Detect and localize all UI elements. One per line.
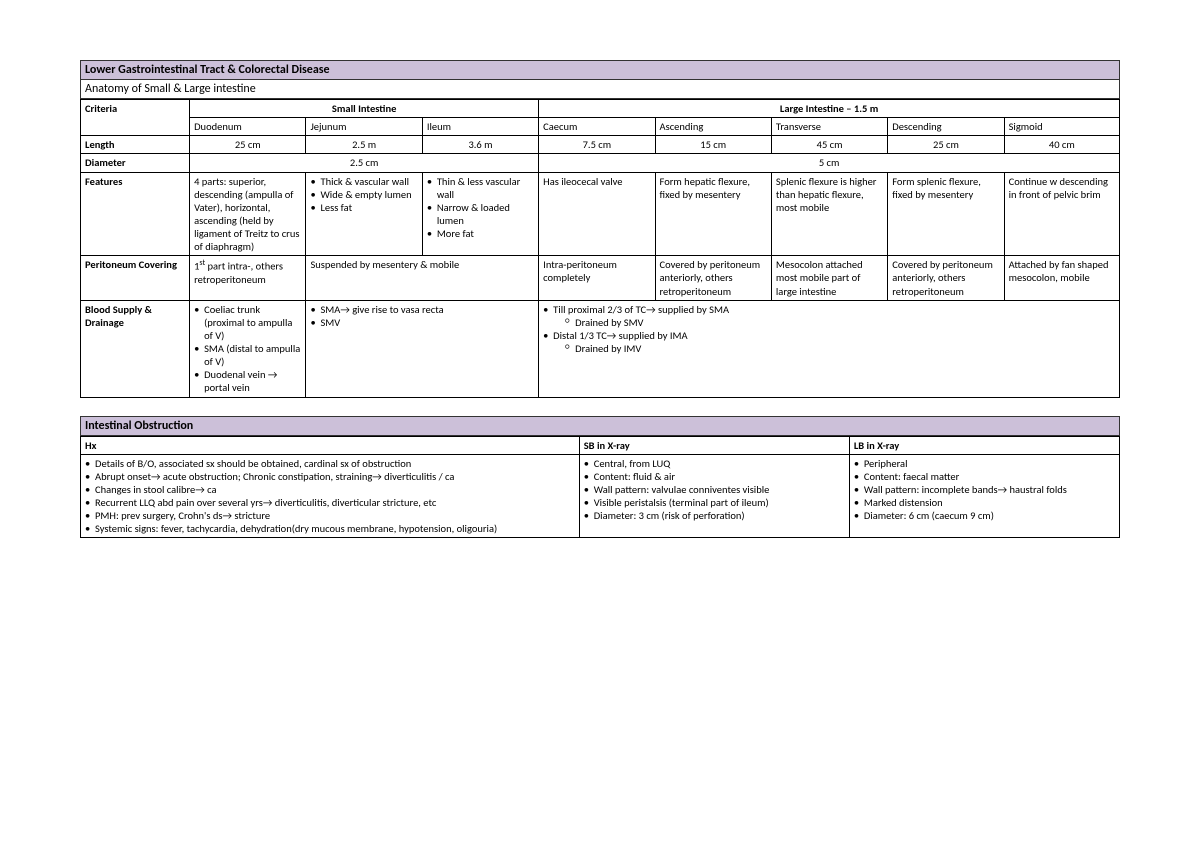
label-blood: Blood Supply & Drainage [81, 300, 190, 397]
hdr-cae: Caecum [539, 118, 655, 136]
hdr-asc: Ascending [655, 118, 771, 136]
page-subtitle: Anatomy of Small & Large intestine [80, 80, 1120, 99]
perit-tra: Mesocolon attached most mobile part of l… [771, 256, 887, 300]
hdr-tra: Transverse [771, 118, 887, 136]
anatomy-table: Criteria Small Intestine Large Intestine… [80, 99, 1120, 398]
obst-body: Details of B/O, associated sx should be … [81, 454, 1120, 538]
len-sig: 40 cm [1004, 136, 1119, 154]
hdr-des: Descending [888, 118, 1004, 136]
blood-jejile: SMA→ give rise to vasa recta SMV [306, 300, 539, 397]
row-features: Features 4 parts: superior, descending (… [81, 172, 1120, 256]
hdr-jej: Jejunum [306, 118, 422, 136]
label-perit: Peritoneum Covering [81, 256, 190, 300]
dia-li: 5 cm [539, 154, 1120, 172]
label-diameter: Diameter [81, 154, 190, 172]
len-asc: 15 cm [655, 136, 771, 154]
len-tra: 45 cm [771, 136, 887, 154]
hdr-duo: Duodenum [190, 118, 306, 136]
len-jej: 2.5 m [306, 136, 422, 154]
perit-duo: 1st part intra-, others retroperitoneum [190, 256, 306, 300]
hdr-si: Small Intestine [190, 100, 539, 118]
feat-ile: Thin & less vascular wall Narrow & loade… [422, 172, 538, 256]
row-peritoneum: Peritoneum Covering 1st part intra-, oth… [81, 256, 1120, 300]
len-ile: 3.6 m [422, 136, 538, 154]
obstruction-title: Intestinal Obstruction [80, 416, 1120, 436]
feat-cae: Has ileocecal valve [539, 172, 655, 256]
page-title: Lower Gastrointestinal Tract & Colorecta… [80, 60, 1120, 80]
header-row-2: Duodenum Jejunum Ileum Caecum Ascending … [81, 118, 1120, 136]
feat-jej: Thick & vascular wall Wide & empty lumen… [306, 172, 422, 256]
hdr-criteria: Criteria [81, 100, 190, 118]
row-diameter: Diameter 2.5 cm 5 cm [81, 154, 1120, 172]
label-features: Features [81, 172, 190, 256]
perit-jejile: Suspended by mesentery & mobile [306, 256, 539, 300]
hx-cell: Details of B/O, associated sx should be … [81, 454, 580, 538]
obstruction-table: Hx SB in X-ray LB in X-ray Details of B/… [80, 436, 1120, 539]
feat-sig: Continue w descending in front of pelvic… [1004, 172, 1119, 256]
perit-des: Covered by peritoneum anteriorly, others… [888, 256, 1004, 300]
blood-li: Till proximal 2/3 of TC→ supplied by SMA… [539, 300, 1120, 397]
perit-sig: Attached by fan shaped mesocolon, mobile [1004, 256, 1119, 300]
row-blood: Blood Supply & Drainage Coeliac trunk (p… [81, 300, 1120, 397]
dia-si: 2.5 cm [190, 154, 539, 172]
label-length: Length [81, 136, 190, 154]
len-des: 25 cm [888, 136, 1004, 154]
hdr-ile: Ileum [422, 118, 538, 136]
obst-hdr: Hx SB in X-ray LB in X-ray [81, 436, 1120, 454]
feat-tra: Splenic flexure is higher than hepatic f… [771, 172, 887, 256]
hx-label: Hx [81, 436, 580, 454]
feat-duo: 4 parts: superior, descending (ampulla o… [190, 172, 306, 256]
sb-cell: Central, from LUQ Content: fluid & air W… [579, 454, 849, 538]
hdr-li: Large Intestine – 1.5 m [539, 100, 1120, 118]
lb-cell: Peripheral Content: faecal matter Wall p… [849, 454, 1119, 538]
row-length: Length 25 cm 2.5 m 3.6 m 7.5 cm 15 cm 45… [81, 136, 1120, 154]
feat-des: Form splenic flexure, fixed by mesentery [888, 172, 1004, 256]
perit-cae: Intra-peritoneum completely [539, 256, 655, 300]
header-row-1: Criteria Small Intestine Large Intestine… [81, 100, 1120, 118]
feat-asc: Form hepatic flexure, fixed by mesentery [655, 172, 771, 256]
perit-asc: Covered by peritoneum anteriorly, others… [655, 256, 771, 300]
blood-duo: Coeliac trunk (proximal to ampulla of V)… [190, 300, 306, 397]
sb-label: SB in X-ray [579, 436, 849, 454]
len-cae: 7.5 cm [539, 136, 655, 154]
lb-label: LB in X-ray [849, 436, 1119, 454]
hdr-sig: Sigmoid [1004, 118, 1119, 136]
len-duo: 25 cm [190, 136, 306, 154]
